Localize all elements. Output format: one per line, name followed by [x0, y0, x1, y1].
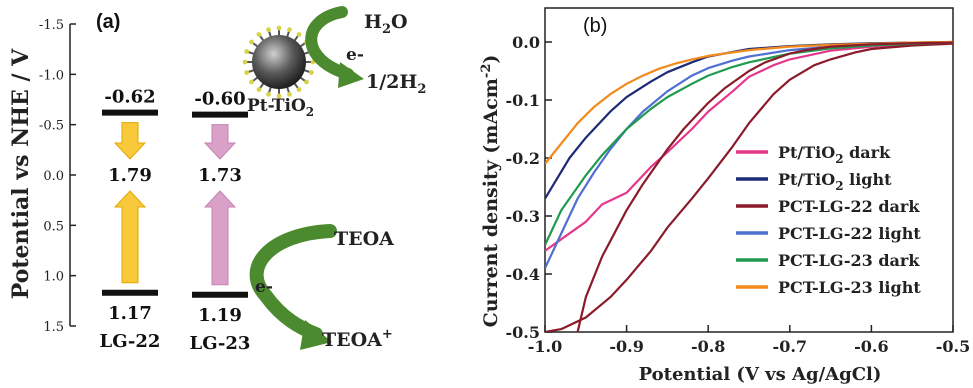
teoa-plus-label: TEOA+ — [322, 327, 393, 351]
panel-b-xtick-label: -0.7 — [773, 337, 807, 356]
series-line-1 — [545, 40, 953, 200]
vb-value-label: 1.17 — [108, 303, 152, 324]
series-line-0 — [545, 42, 953, 252]
green-curved-arrow-top — [305, 6, 354, 80]
panel-b-plot-frame — [544, 7, 954, 333]
panel-b-ytick-label: -0.1 — [506, 91, 540, 110]
legend: Pt/TiO2 dark Pt/TiO2 light PCT-LG-22 dark P… — [736, 143, 921, 297]
panel-b-label: (b) — [583, 15, 607, 37]
green-arrow-head-bottom — [300, 320, 332, 350]
cb-value-label: -0.60 — [194, 89, 245, 110]
series-line-5 — [545, 40, 953, 165]
panel-a-label: (a) — [96, 11, 120, 33]
panel-b-xtick-label: -0.9 — [609, 337, 643, 356]
legend-entry: PCT-LG-22 dark — [778, 197, 920, 216]
green-curved-arrow-bottom — [249, 224, 337, 341]
catalyst-label: Pt-TiO2 — [247, 96, 314, 119]
panel-a-ytick-label: 1.5 — [43, 320, 64, 335]
panel-b-xtick-label: -1.0 — [528, 337, 562, 356]
panel-a-ylabel: Potential vs NHE / V — [8, 48, 34, 299]
electron-transfer-down-arrow-icon — [203, 124, 237, 160]
panel-b-ytick-label: -0.5 — [506, 323, 540, 342]
panel-a-ytick-label: -1.0 — [39, 68, 64, 83]
band-gap-label: 1.73 — [198, 165, 242, 186]
series-line-2 — [545, 42, 953, 332]
electron-label-bottom: e- — [255, 277, 273, 297]
panel-b-lsv-chart: Current density (mAcm-2) -1.0 -0.9 -0.8 -0.… — [479, 7, 970, 385]
h2o-label: H2O — [364, 11, 408, 37]
panel-a-ytick-label: 0.0 — [43, 169, 64, 184]
vb-value-label: 1.19 — [198, 305, 242, 326]
panel-a-ytick-label: 0.5 — [43, 219, 64, 234]
material-name-label: LG-22 — [100, 331, 161, 352]
material-lg-23: -0.60 1.19 LG-23 1.73 — [190, 89, 251, 354]
electron-transfer-down-arrow-icon — [113, 122, 147, 160]
cb-value-label: -0.62 — [104, 87, 155, 108]
legend-entry: PCT-LG-22 light — [778, 224, 921, 243]
panel-a-ytick-label: -1.5 — [39, 18, 64, 33]
legend-entry: PCT-LG-23 light — [778, 278, 921, 297]
panel-a-ytick-label: 1.0 — [43, 270, 64, 285]
panel-b-ytick-label: 0.0 — [512, 33, 540, 52]
electron-label-top: e- — [346, 45, 364, 65]
series-line-6 — [576, 41, 953, 332]
panel-b-xlabel: Potential (V vs Ag/AgCl) — [639, 364, 882, 385]
panel-b-ylabel: Current density (mAcm-2) — [479, 55, 502, 328]
panel-b-ytick-label: -0.4 — [506, 265, 540, 284]
material-name-label: LG-23 — [190, 333, 251, 354]
legend-entry: PCT-LG-23 dark — [778, 251, 920, 270]
hole-transfer-up-arrow-icon — [113, 190, 147, 284]
pt-tio2-particle-icon — [242, 25, 316, 99]
panel-b-ytick-label: -0.2 — [506, 149, 540, 168]
panel-a-energy-diagram: Potential vs NHE / V -1.5 -1.0 -0.5 0.0 0.5 1… — [8, 6, 426, 354]
panel-a-ytick-label: -0.5 — [39, 119, 64, 134]
green-arrow-head-top — [338, 62, 364, 88]
legend-entry: Pt/TiO2 light — [778, 170, 892, 193]
hole-transfer-up-arrow-icon — [203, 190, 237, 286]
half-h2-label: 1/2H2 — [366, 71, 426, 97]
panel-b-ytick-label: -0.3 — [506, 207, 540, 226]
teoa-label: TEOA — [334, 228, 394, 250]
band-gap-label: 1.79 — [108, 165, 152, 186]
panel-b-xtick-label: -0.5 — [936, 337, 970, 356]
panel-b-xtick-label: -0.6 — [854, 337, 888, 356]
panel-b-xtick-label: -0.8 — [691, 337, 725, 356]
legend-entry: Pt/TiO2 dark — [778, 143, 891, 166]
material-lg-22: -0.62 1.17 LG-22 1.79 — [100, 87, 161, 352]
series-line-4 — [545, 41, 953, 246]
